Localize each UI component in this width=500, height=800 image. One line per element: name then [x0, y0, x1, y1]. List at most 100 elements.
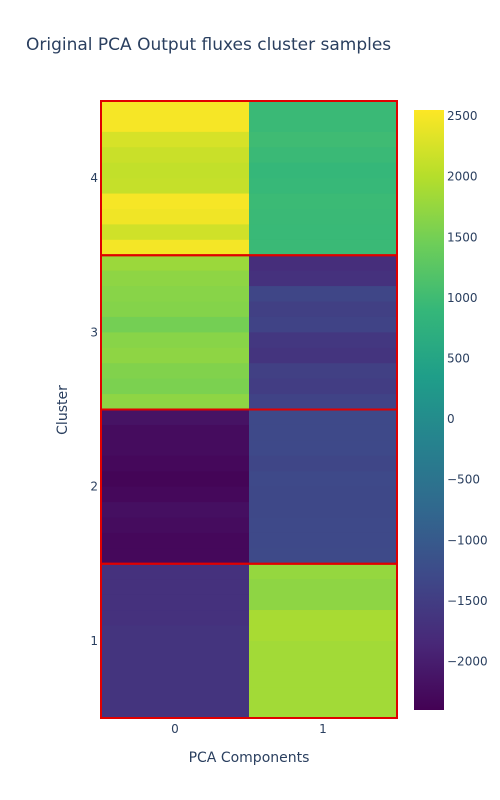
heatmap-cell	[101, 487, 250, 503]
colorbar-tick-label: −1500	[447, 594, 488, 608]
heatmap-cell	[249, 672, 398, 688]
colorbar-ticks: 2500 2000 1500 1000 500 0 −500 −1000 −1500 −2000	[447, 109, 488, 668]
heatmap-cell	[101, 271, 250, 287]
y-tick-label: 4	[90, 171, 98, 185]
heatmap-cell	[249, 533, 398, 549]
heatmap-cell	[101, 471, 250, 487]
heatmap-cell	[101, 363, 250, 379]
heatmap-cell	[249, 363, 398, 379]
y-axis-title: Cluster	[55, 385, 71, 435]
heatmap-cell	[249, 317, 398, 333]
heatmap-cell	[249, 579, 398, 595]
heatmap-cell	[101, 502, 250, 518]
heatmap-cell	[249, 656, 398, 672]
heatmap-cell	[101, 209, 250, 225]
colorbar-tick-label: 0	[447, 412, 455, 426]
x-axis-title: PCA Components	[189, 750, 310, 766]
heatmap-cell	[101, 379, 250, 395]
heatmap-cell	[249, 255, 398, 271]
x-tick-label: 1	[319, 722, 327, 736]
heatmap-cell	[101, 533, 250, 549]
heatmap-cell	[101, 656, 250, 672]
heatmap-cell	[101, 348, 250, 364]
heatmap-cell	[249, 425, 398, 441]
heatmap-cell	[249, 517, 398, 533]
heatmap-cell	[101, 317, 250, 333]
heatmap-cell	[249, 379, 398, 395]
heatmap-cell	[249, 348, 398, 364]
heatmap-cell	[101, 255, 250, 271]
heatmap-cell	[249, 240, 398, 256]
heatmap-cell	[101, 394, 250, 410]
heatmap-cell	[249, 178, 398, 194]
heatmap-cell	[249, 440, 398, 456]
heatmap-cell	[249, 687, 398, 703]
heatmap-cell	[249, 410, 398, 426]
chart-title: Original PCA Output fluxes cluster sampl…	[26, 35, 391, 55]
heatmap-cell	[101, 548, 250, 564]
colorbar-tick-label: −500	[447, 473, 480, 487]
heatmap-cell	[101, 641, 250, 657]
heatmap-cell	[101, 564, 250, 580]
heatmap-cell	[101, 595, 250, 611]
heatmap-cell	[249, 116, 398, 132]
heatmap-cell	[101, 703, 250, 719]
colorbar-tick-label: 2000	[447, 170, 478, 184]
heatmap-cell	[249, 502, 398, 518]
y-tick-label: 1	[90, 634, 98, 648]
colorbar-tick-label: −1000	[447, 533, 488, 547]
x-tick-label: 0	[171, 722, 179, 736]
heatmap-cell	[101, 625, 250, 641]
heatmap-cell	[249, 487, 398, 503]
heatmap-cell	[101, 440, 250, 456]
heatmap-cell	[101, 240, 250, 256]
heatmap-cell	[249, 224, 398, 240]
colorbar-tick-label: 1500	[447, 230, 478, 244]
y-tick-label: 2	[90, 480, 98, 494]
colorbar	[414, 110, 444, 710]
heatmap-cell	[101, 147, 250, 163]
heatmap-cell	[101, 332, 250, 348]
heatmap-cell	[249, 302, 398, 318]
heatmap-cell	[249, 286, 398, 302]
heatmap-cell	[249, 101, 398, 117]
heatmap-cell	[249, 194, 398, 210]
heatmap-cell	[101, 579, 250, 595]
heatmap-cell	[101, 610, 250, 626]
heatmap-cell	[249, 703, 398, 719]
y-axis-ticks: 4 3 2 1	[90, 171, 98, 648]
heatmap-cell	[101, 517, 250, 533]
heatmap-cell	[101, 101, 250, 117]
heatmap-cell	[101, 116, 250, 132]
heatmap-cell	[249, 595, 398, 611]
heatmap-cell	[101, 410, 250, 426]
heatmap-cell	[101, 178, 250, 194]
heatmap-cell	[101, 163, 250, 179]
heatmap-cell	[101, 456, 250, 472]
heatmap-cell	[249, 610, 398, 626]
colorbar-tick-label: 500	[447, 351, 470, 365]
heatmap-cell	[249, 394, 398, 410]
colorbar-tick-label: 1000	[447, 291, 478, 305]
heatmap-cell	[101, 194, 250, 210]
heatmap-cell	[249, 625, 398, 641]
heatmap-cell	[249, 271, 398, 287]
heatmap-cell	[249, 163, 398, 179]
heatmap-cell	[249, 132, 398, 148]
heatmap-cell	[249, 548, 398, 564]
heatmap-cell	[101, 425, 250, 441]
heatmap-cell	[249, 147, 398, 163]
heatmap-cell	[249, 456, 398, 472]
heatmap-cell	[101, 132, 250, 148]
heatmap-cell	[101, 224, 250, 240]
heatmap-cell	[249, 332, 398, 348]
heatmap-cell	[249, 209, 398, 225]
heatmap-cell	[101, 672, 250, 688]
heatmap-cell	[101, 286, 250, 302]
colorbar-tick-label: 2500	[447, 109, 478, 123]
heatmap-cell	[101, 302, 250, 318]
heatmap-cell	[249, 564, 398, 580]
heatmap-cell	[249, 641, 398, 657]
